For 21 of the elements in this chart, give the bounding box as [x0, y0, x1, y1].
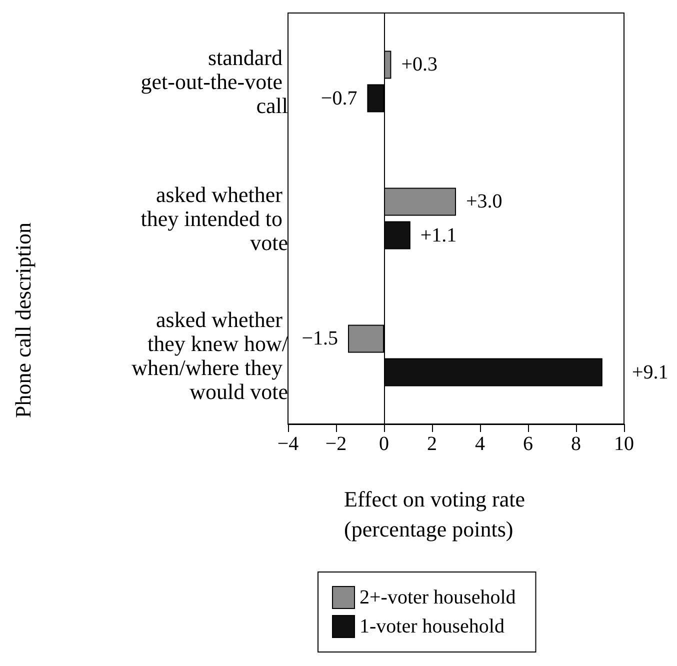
y-tick-label: asked whether they intended to vote: [140, 182, 288, 255]
data-label: +9.1: [632, 361, 668, 384]
data-label: +3.0: [466, 190, 502, 213]
y-tick-label: asked whether they knew how/when/where they would vote: [132, 307, 289, 404]
data-label: +1.1: [420, 224, 457, 246]
x-tick-label: 8: [571, 433, 581, 455]
x-tick-label: 0: [379, 433, 389, 455]
x-tick-label: 4: [475, 433, 485, 455]
y-tick-label: standard get-out-the-vote call: [140, 45, 288, 118]
y-axis-title: Phone call description: [10, 222, 36, 418]
x-axis-title: Effect on voting rate (percentage points): [344, 486, 531, 542]
legend-label: 1-voter household: [360, 616, 504, 638]
x-tick-label: 10: [614, 433, 634, 455]
x-tick-label: −4: [277, 433, 299, 455]
x-tick-label: −2: [325, 433, 347, 455]
data-label: −1.5: [302, 328, 338, 350]
x-tick-label: 2: [427, 433, 437, 455]
x-tick-label: 6: [523, 433, 533, 455]
data-label: +0.3: [401, 54, 438, 76]
legend-label: 2+-voter household: [360, 586, 516, 608]
data-label: −0.7: [320, 87, 358, 110]
